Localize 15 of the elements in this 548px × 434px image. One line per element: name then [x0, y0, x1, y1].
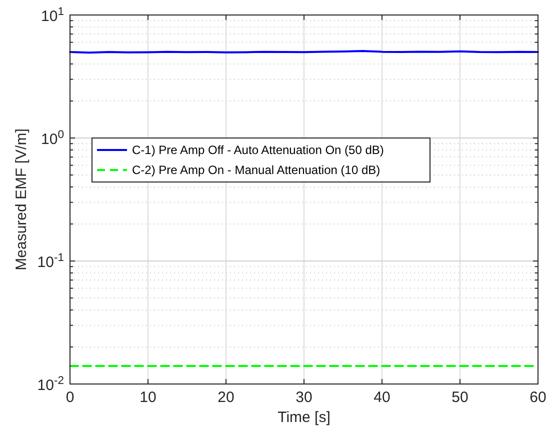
x-tick-label: 20: [218, 389, 234, 406]
x-tick-label: 10: [140, 389, 156, 406]
legend-label: C-2) Pre Amp On - Manual Attenuation (10 dB): [132, 163, 380, 177]
y-tick-label: 10$^{0}$: [41, 129, 64, 148]
y-tick-label: 10$^{1}$: [41, 6, 64, 25]
y-axis-title: Measured EMF [V/m]: [13, 128, 30, 270]
x-tick-label: 0: [66, 389, 74, 406]
y-tick-label: 10$^{-1}$: [37, 252, 64, 271]
x-axis-title: Time [s]: [278, 409, 330, 426]
x-tick-label: 30: [296, 389, 312, 406]
y-tick-label: 10$^{-2}$: [37, 375, 64, 394]
legend-label: C-1) Pre Amp Off - Auto Attenuation On (50 dB): [132, 143, 384, 157]
x-tick-label: 50: [452, 389, 468, 406]
x-tick-label: 60: [530, 389, 546, 406]
x-tick-label: 40: [374, 389, 390, 406]
